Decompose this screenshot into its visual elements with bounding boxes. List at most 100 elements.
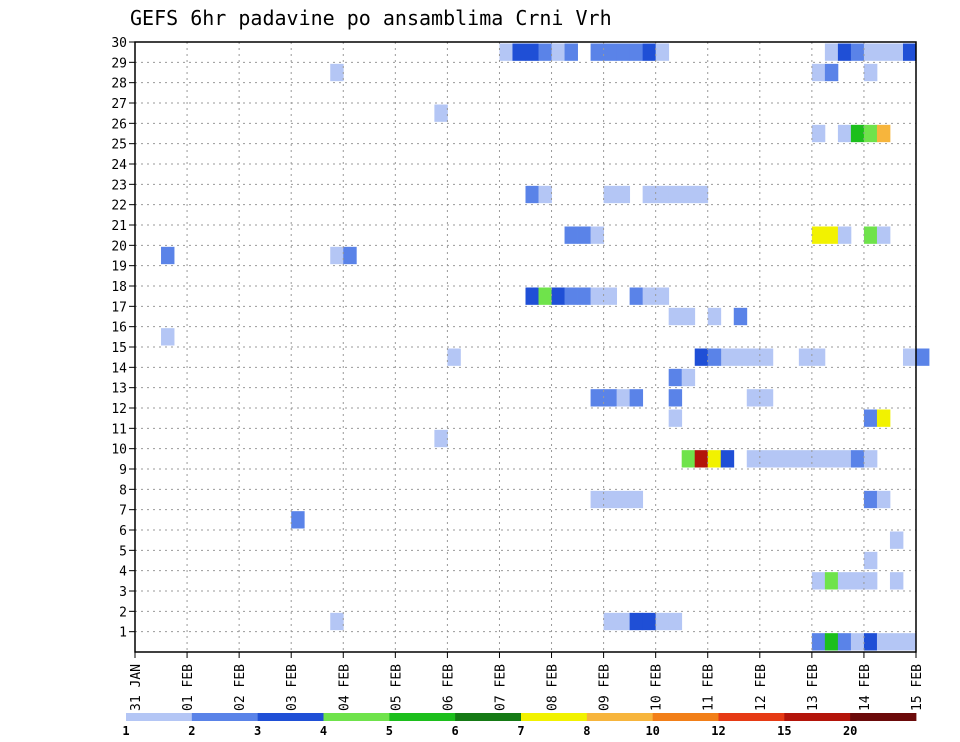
heatmap-cell bbox=[707, 307, 722, 326]
heatmap-cell bbox=[590, 389, 604, 407]
y-tick-label: 4 bbox=[119, 565, 127, 580]
heatmap-cell bbox=[629, 43, 644, 61]
colorbar-label: 8 bbox=[583, 724, 590, 738]
colorbar-swatch bbox=[455, 713, 522, 721]
heatmap-cell bbox=[876, 226, 891, 244]
colorbar-label: 7 bbox=[517, 724, 524, 738]
heatmap-cell bbox=[642, 287, 657, 305]
x-tick-label: 12 FEB bbox=[754, 664, 769, 711]
heatmap-cell bbox=[876, 633, 891, 651]
heatmap-cell bbox=[447, 348, 461, 366]
heatmap-cell bbox=[889, 531, 904, 549]
heatmap-cell bbox=[655, 185, 670, 204]
heatmap-cell bbox=[850, 43, 865, 61]
y-tick-label: 30 bbox=[111, 36, 127, 51]
heatmap-cell bbox=[551, 287, 565, 305]
heatmap-cell bbox=[538, 43, 552, 61]
heatmap-cell bbox=[655, 287, 670, 305]
heatmap-cell bbox=[681, 307, 696, 326]
heatmap-cell bbox=[590, 226, 604, 244]
heatmap-cell bbox=[811, 633, 826, 651]
y-tick-label: 8 bbox=[119, 483, 127, 498]
x-tick-label: 14 FEB bbox=[858, 664, 873, 711]
heatmap-cell bbox=[811, 572, 826, 590]
heatmap-cell bbox=[603, 287, 618, 305]
heatmap-cell bbox=[824, 572, 839, 590]
heatmap-cell bbox=[668, 185, 683, 204]
heatmap-cell bbox=[616, 612, 631, 631]
heatmap-cell bbox=[863, 551, 878, 570]
heatmap-cell bbox=[811, 348, 826, 366]
x-tick-label: 06 FEB bbox=[441, 664, 456, 711]
heatmap-cell bbox=[837, 450, 852, 468]
heatmap-cell bbox=[603, 612, 618, 631]
heatmap-cell bbox=[902, 633, 917, 651]
heatmap-cell bbox=[499, 43, 513, 61]
heatmap-cell bbox=[746, 389, 761, 407]
heatmap-cell bbox=[616, 185, 631, 204]
colorbar-swatch bbox=[850, 713, 917, 721]
heatmap-cell bbox=[707, 450, 722, 468]
x-tick-label: 15 FEB bbox=[910, 664, 925, 711]
y-tick-label: 16 bbox=[111, 321, 127, 336]
heatmap-cell bbox=[564, 226, 578, 244]
heatmap-cell bbox=[668, 307, 683, 326]
colorbar-label: 3 bbox=[254, 724, 261, 738]
heatmap-cell bbox=[343, 246, 357, 265]
y-tick-label: 12 bbox=[111, 402, 127, 417]
heatmap-cell bbox=[694, 185, 709, 204]
heatmap-cell bbox=[681, 450, 696, 468]
heatmap-cell bbox=[590, 287, 604, 305]
heatmap-cell bbox=[668, 368, 683, 387]
y-tick-label: 13 bbox=[111, 382, 127, 397]
y-tick-label: 9 bbox=[119, 463, 127, 478]
heatmap-cell bbox=[850, 450, 865, 468]
heatmap-cell bbox=[642, 185, 657, 204]
heatmap-cell bbox=[850, 572, 865, 590]
heatmap-cell bbox=[434, 429, 448, 448]
y-tick-label: 27 bbox=[111, 97, 127, 112]
heatmap-cell bbox=[759, 389, 774, 407]
heatmap-cell bbox=[863, 572, 878, 590]
heatmap-cell bbox=[824, 43, 839, 61]
y-tick-label: 15 bbox=[111, 341, 127, 356]
colorbar-swatch bbox=[126, 713, 193, 721]
y-tick-label: 3 bbox=[119, 585, 127, 600]
colorbar-swatch bbox=[784, 713, 851, 721]
colorbar-label: 12 bbox=[711, 724, 725, 738]
heatmap-cell bbox=[434, 104, 448, 122]
heatmap-cell bbox=[629, 612, 644, 631]
x-tick-label: 10 FEB bbox=[650, 664, 665, 711]
heatmap-cell bbox=[746, 450, 761, 468]
heatmap-cell bbox=[668, 409, 683, 427]
heatmap-cell bbox=[642, 43, 657, 61]
heatmap-cell bbox=[863, 450, 878, 468]
heatmap-cell bbox=[889, 43, 904, 61]
heatmap-cell bbox=[603, 185, 618, 204]
heatmap-cell bbox=[655, 612, 670, 631]
y-tick-label: 22 bbox=[111, 199, 127, 214]
heatmap-cell bbox=[798, 450, 813, 468]
colorbar-label: 4 bbox=[320, 724, 327, 738]
heatmap-cell bbox=[655, 43, 670, 61]
colorbar-swatch bbox=[718, 713, 785, 721]
heatmap-cell bbox=[876, 43, 891, 61]
x-tick-label: 11 FEB bbox=[702, 664, 717, 711]
y-tick-label: 5 bbox=[119, 544, 127, 559]
x-tick-label: 13 FEB bbox=[806, 664, 821, 711]
heatmap-cell bbox=[603, 490, 618, 509]
heatmap-cell bbox=[616, 490, 631, 509]
x-tick-label: 01 FEB bbox=[181, 664, 196, 711]
heatmap-cell bbox=[733, 348, 748, 366]
heatmap-cell bbox=[798, 348, 813, 366]
heatmap-cell bbox=[824, 63, 839, 82]
heatmap-cell bbox=[525, 185, 539, 204]
colorbar-swatch bbox=[191, 713, 259, 721]
heatmap-cell bbox=[616, 389, 631, 407]
heatmap-cell bbox=[538, 287, 552, 305]
heatmap-cell bbox=[824, 226, 839, 244]
heatmap-cell bbox=[850, 633, 865, 651]
heatmap-cell bbox=[811, 450, 826, 468]
heatmap-cell bbox=[720, 450, 735, 468]
